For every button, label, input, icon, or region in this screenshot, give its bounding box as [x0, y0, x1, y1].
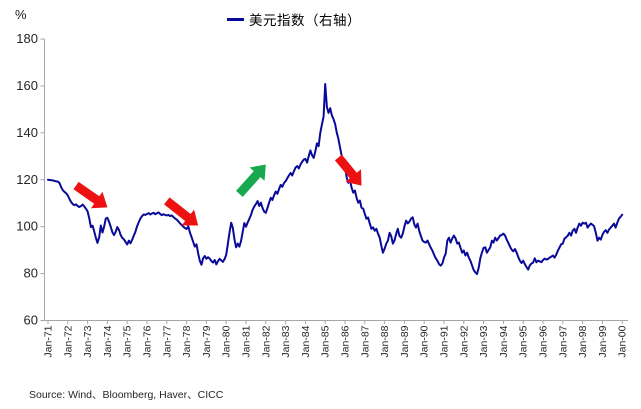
x-tick-label: Jan-93: [478, 325, 490, 357]
x-tick-label: Jan-88: [379, 325, 391, 357]
x-tick-label: Jan-95: [518, 325, 530, 357]
x-tick-label: Jan-73: [82, 325, 94, 357]
x-tick-label: Jan-85: [320, 325, 332, 357]
x-tick-label: Jan-00: [617, 325, 629, 357]
x-tick-label: Jan-97: [557, 325, 569, 357]
x-tick-label: Jan-76: [142, 325, 154, 357]
x-tick-label: Jan-91: [439, 325, 451, 357]
x-tick-label: Jan-98: [577, 325, 589, 357]
red-down-arrow-1985: [334, 154, 362, 186]
x-tick-label: Jan-86: [340, 325, 352, 357]
green-up-arrow-1981: [236, 164, 266, 197]
x-tick-label: Jan-83: [280, 325, 292, 357]
x-tick-label: Jan-81: [241, 325, 253, 357]
x-tick-label: Jan-96: [538, 325, 550, 357]
x-tick-label: Jan-71: [43, 325, 55, 357]
x-tick-label: Jan-92: [458, 325, 470, 357]
x-tick-label: Jan-89: [399, 325, 411, 357]
legend: 美元指数（右轴）: [227, 9, 361, 29]
x-tick-label: Jan-78: [181, 325, 193, 357]
y-tick-label: 100: [16, 219, 38, 234]
x-tick-label: Jan-82: [260, 325, 272, 357]
x-tick-label: Jan-87: [359, 325, 371, 357]
y-tick-label: 80: [24, 266, 38, 281]
x-tick-label: Jan-84: [300, 325, 312, 357]
x-tick-label: Jan-74: [102, 325, 114, 357]
y-tick-label: 60: [24, 313, 38, 328]
x-tick-label: Jan-79: [201, 325, 213, 357]
x-tick-label: Jan-99: [597, 325, 609, 357]
x-tick-label: Jan-75: [122, 325, 134, 357]
usd-index-line: [47, 83, 624, 276]
y-tick-label: 180: [16, 31, 38, 46]
y-tick-label: 160: [16, 78, 38, 93]
source-note: Source: Wind、Bloomberg, Haver、CICC: [29, 389, 224, 401]
y-tick-label: 140: [16, 125, 38, 140]
red-down-arrow-1973: [73, 181, 108, 209]
red-down-arrow-1978: [164, 197, 199, 226]
y-axis-unit-label: %: [15, 7, 27, 22]
legend-label: 美元指数（右轴）: [249, 13, 361, 28]
y-tick-label: 120: [16, 172, 38, 187]
x-tick-label: Jan-77: [161, 325, 173, 357]
x-tick-label: Jan-80: [221, 325, 233, 357]
x-tick-label: Jan-94: [498, 325, 510, 357]
x-tick-label: Jan-90: [419, 325, 431, 357]
x-tick-label: Jan-72: [62, 325, 74, 357]
legend-line-swatch: [227, 17, 244, 21]
